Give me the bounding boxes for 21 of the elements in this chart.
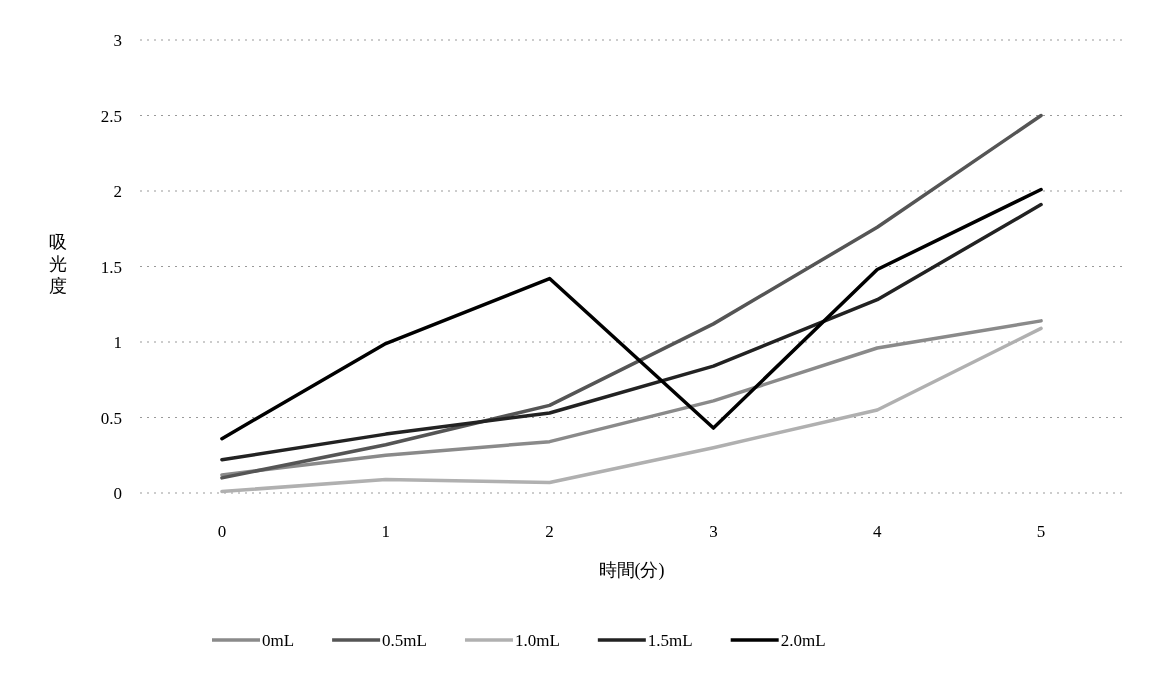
x-tick-label: 0 bbox=[217, 522, 227, 541]
y-tick-label: 1.5 bbox=[100, 257, 122, 277]
y-axis-title: 吸光度 bbox=[49, 232, 67, 296]
y-tick-label: 2 bbox=[113, 182, 122, 201]
y-tick-label: 0.5 bbox=[100, 408, 122, 428]
legend-label: 0mL bbox=[262, 631, 295, 650]
legend-label: 2.0mL bbox=[780, 631, 826, 650]
x-axis-title: 時間(分) bbox=[598, 560, 665, 581]
legend-label: 1.5mL bbox=[647, 631, 693, 650]
y-tick-label: 1 bbox=[113, 333, 122, 352]
x-tick-label: 3 bbox=[709, 522, 718, 541]
y-tick-label: 3 bbox=[113, 31, 122, 50]
x-tick-label: 1 bbox=[381, 522, 390, 541]
line-series bbox=[220, 113, 1043, 480]
y-tick-label: 0 bbox=[113, 484, 122, 503]
x-tick-label: 2 bbox=[545, 522, 554, 541]
legend-label: 1.0mL bbox=[514, 631, 560, 650]
legend-label: 0.5mL bbox=[382, 631, 427, 650]
y-tick-label: 2.5 bbox=[100, 106, 122, 126]
x-tick-label: 4 bbox=[873, 522, 882, 541]
x-tick-label: 5 bbox=[1036, 522, 1046, 541]
